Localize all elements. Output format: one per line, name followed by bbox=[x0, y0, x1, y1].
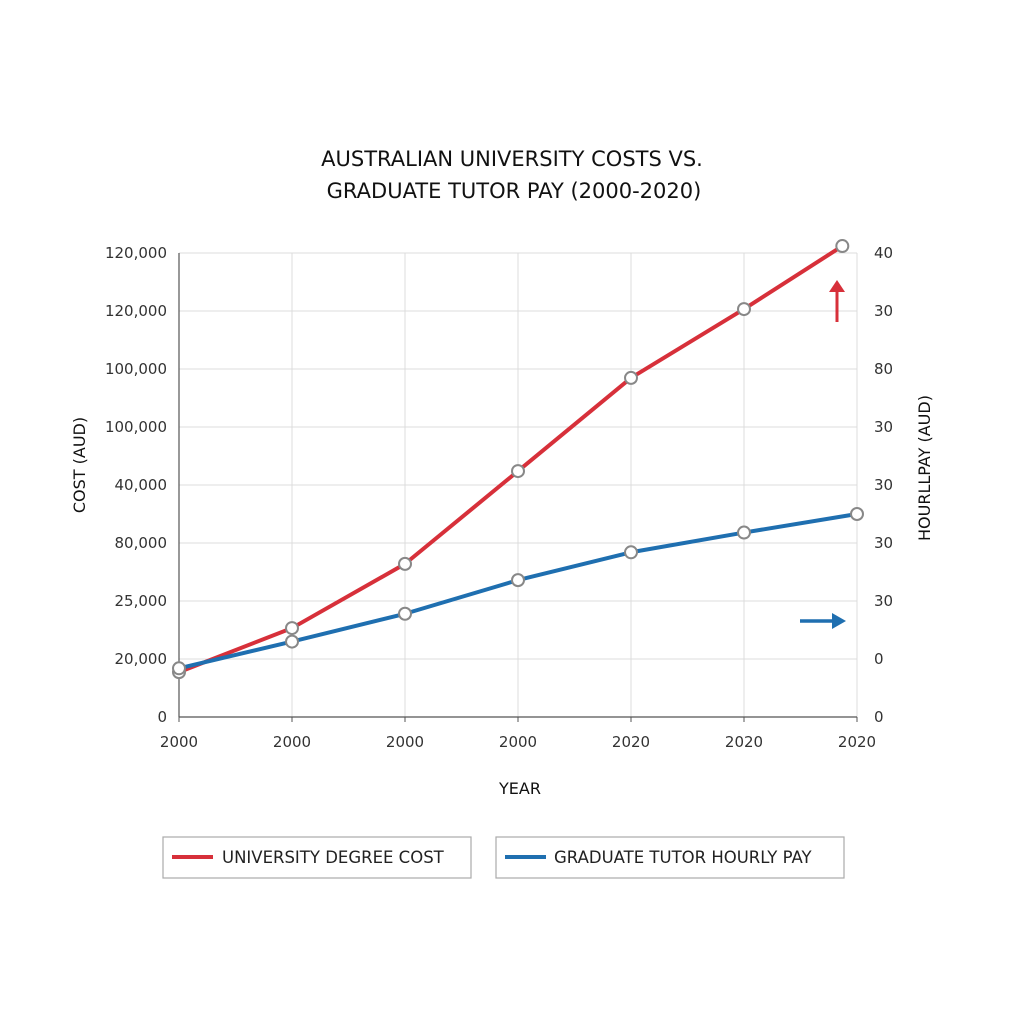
data-point-series-1 bbox=[172, 661, 186, 676]
x-axis-ticks: 2000 2000 2000 2000 2020 2020 2020 bbox=[160, 733, 876, 751]
y-axis-left-ticks: 0 20,000 25,000 80,000 40,000 100,000 100,000 1… bbox=[105, 244, 167, 726]
y-right-tick-label: 30 bbox=[874, 302, 893, 320]
chart-title-line-2: GRADUATE TUTOR PAY (2000-2020) bbox=[327, 179, 702, 203]
legend-item-graduate-tutor-hourly-pay[interactable]: GRADUATE TUTOR HOURLY PAY bbox=[495, 836, 845, 879]
data-point-series-0 bbox=[624, 370, 638, 385]
y-tick-label: 120,000 bbox=[105, 244, 167, 262]
y-tick-label: 25,000 bbox=[115, 592, 168, 610]
x-tick-label: 2000 bbox=[499, 733, 537, 751]
y-right-tick-label: 80 bbox=[874, 360, 893, 378]
gridlines bbox=[178, 252, 858, 722]
blue-right-arrow-icon bbox=[800, 613, 846, 629]
y-right-tick-label: 40 bbox=[874, 244, 893, 262]
red-up-arrow-icon bbox=[829, 280, 845, 322]
y-axis-left-label: COST (AUD) bbox=[70, 417, 89, 513]
y-axis-right-ticks: 0 0 30 30 30 30 80 30 40 bbox=[874, 244, 893, 726]
x-tick-label: 2020 bbox=[725, 733, 763, 751]
data-point-series-0 bbox=[511, 464, 525, 479]
chart-title-line-1: AUSTRALIAN UNIVERSITY COSTS VS. bbox=[321, 147, 703, 171]
data-point-series-1 bbox=[737, 525, 751, 540]
data-point-series-1 bbox=[511, 573, 525, 588]
series-group bbox=[172, 239, 864, 680]
legend-label: GRADUATE TUTOR HOURLY PAY bbox=[554, 848, 813, 867]
legend: UNIVERSITY DEGREE COST GRADUATE TUTOR HO… bbox=[162, 836, 845, 879]
data-point-series-1 bbox=[285, 634, 299, 649]
data-point-series-0 bbox=[835, 239, 850, 254]
y-tick-label: 80,000 bbox=[115, 534, 168, 552]
data-point-series-1 bbox=[398, 606, 412, 621]
y-right-tick-label: 30 bbox=[874, 476, 893, 494]
y-right-tick-label: 30 bbox=[874, 534, 893, 552]
y-tick-label: 0 bbox=[157, 708, 167, 726]
data-point-series-0 bbox=[398, 556, 412, 571]
x-tick-label: 2000 bbox=[160, 733, 198, 751]
y-right-tick-label: 0 bbox=[874, 708, 884, 726]
y-tick-label: 100,000 bbox=[105, 418, 167, 436]
legend-item-university-degree-cost[interactable]: UNIVERSITY DEGREE COST bbox=[162, 836, 472, 879]
x-tick-label: 2020 bbox=[838, 733, 876, 751]
data-point-series-0 bbox=[737, 302, 751, 317]
y-axis-right-label: HOURLLPAY (AUD) bbox=[915, 395, 934, 541]
y-tick-label: 40,000 bbox=[115, 476, 168, 494]
x-tick-label: 2020 bbox=[612, 733, 650, 751]
y-tick-label: 120,000 bbox=[105, 302, 167, 320]
x-tick-label: 2000 bbox=[273, 733, 311, 751]
y-tick-label: 100,000 bbox=[105, 360, 167, 378]
y-tick-label: 20,000 bbox=[115, 650, 168, 668]
data-point-series-1 bbox=[624, 545, 638, 560]
x-axis-label: YEAR bbox=[498, 779, 541, 798]
y-right-tick-label: 30 bbox=[874, 592, 893, 610]
y-right-tick-label: 30 bbox=[874, 418, 893, 436]
legend-label: UNIVERSITY DEGREE COST bbox=[222, 848, 445, 867]
data-point-series-0 bbox=[285, 621, 299, 636]
y-right-tick-label: 0 bbox=[874, 650, 884, 668]
x-tick-label: 2000 bbox=[386, 733, 424, 751]
data-point-series-1 bbox=[850, 507, 864, 521]
